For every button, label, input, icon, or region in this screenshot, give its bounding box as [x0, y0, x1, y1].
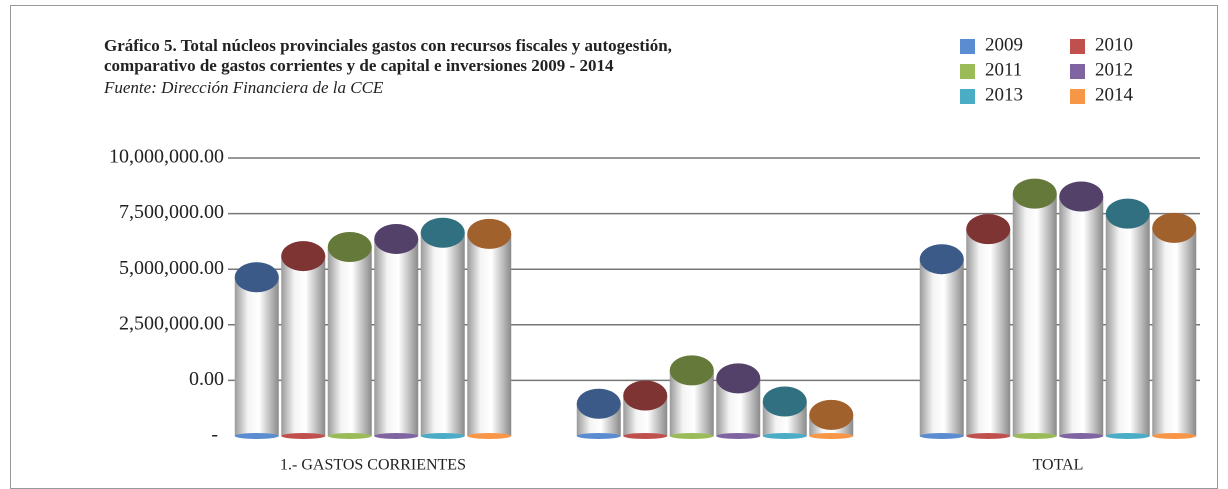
bar-top-shade	[1012, 178, 1057, 209]
bar	[966, 229, 1011, 436]
y-tick-label: 0.00	[189, 368, 224, 390]
bar	[1059, 196, 1104, 436]
y-tick-label: 5,000,000.00	[119, 257, 224, 279]
bar-top-shade	[576, 388, 621, 419]
bar	[1012, 193, 1057, 436]
chart-title: Gráfico 5. Total núcleos provinciales ga…	[104, 36, 672, 55]
bar-top-shade	[1152, 212, 1197, 243]
bar-top	[467, 218, 512, 249]
legend-label: 2014	[1095, 84, 1134, 105]
bar	[327, 246, 372, 436]
bar-top-shade	[716, 363, 761, 394]
bar-top	[919, 244, 964, 275]
legend-swatch	[1070, 64, 1085, 79]
bar-base	[1012, 433, 1057, 439]
legend-swatch	[1070, 39, 1085, 54]
bar-base	[809, 433, 854, 439]
bar	[420, 232, 465, 436]
bar-top	[716, 363, 761, 394]
bar-top	[576, 388, 621, 419]
bar-top-shade	[1105, 198, 1150, 229]
legend-swatch	[960, 39, 975, 54]
bar-top-shade	[281, 241, 326, 272]
x-tick-label: 1.- GASTOS CORRIENTES	[280, 457, 466, 474]
bar-base	[966, 433, 1011, 439]
bar-base	[374, 433, 419, 439]
bar-base	[234, 433, 279, 439]
bar-base	[623, 433, 668, 439]
bar-top-shade	[966, 214, 1011, 245]
bar-base	[467, 433, 512, 439]
legend-swatch	[960, 89, 975, 104]
legend-label: 2010	[1095, 34, 1133, 55]
bar-top	[420, 217, 465, 248]
bar	[1152, 227, 1197, 436]
bar-top-shade	[374, 223, 419, 254]
bar-top-shade	[919, 244, 964, 275]
bar-base	[919, 433, 964, 439]
bar-top	[1152, 212, 1197, 243]
y-tick-label: -	[211, 424, 218, 446]
legend-swatch	[960, 64, 975, 79]
bar-top-shade	[327, 231, 372, 262]
bar	[467, 233, 512, 436]
bar	[234, 277, 279, 436]
legend-swatch	[1070, 89, 1085, 104]
bar-top	[1105, 198, 1150, 229]
bar-top	[1059, 181, 1104, 212]
bar-base	[327, 433, 372, 439]
bar-base	[1105, 433, 1150, 439]
chart-subtitle: comparativo de gastos corrientes y de ca…	[104, 56, 614, 75]
bar-base	[716, 433, 761, 439]
bar-base	[1059, 433, 1104, 439]
bar-base	[576, 433, 621, 439]
chart-source: Fuente: Dirección Financiera de la CCE	[103, 78, 384, 97]
bar-base	[281, 433, 326, 439]
y-tick-label: 7,500,000.00	[119, 201, 224, 223]
bar-top	[1012, 178, 1057, 209]
legend-label: 2012	[1095, 59, 1133, 80]
bar-top-shade	[809, 399, 854, 430]
bar-top	[809, 399, 854, 430]
bar	[374, 238, 419, 436]
legend-label: 2013	[985, 84, 1023, 105]
bar-top	[966, 214, 1011, 245]
bar-base	[762, 433, 807, 439]
bar-top	[623, 380, 668, 411]
bar-top	[327, 231, 372, 262]
bar-top-shade	[669, 355, 714, 386]
bar-top	[281, 241, 326, 272]
bar	[281, 256, 326, 436]
bar-top-shade	[467, 218, 512, 249]
bar-top	[762, 386, 807, 417]
bar-top-shade	[420, 217, 465, 248]
bar-top	[234, 262, 279, 293]
bar	[919, 259, 964, 436]
x-tick-label: TOTAL	[1033, 457, 1084, 474]
bar-top-shade	[762, 386, 807, 417]
y-tick-label: 2,500,000.00	[119, 312, 224, 334]
bar-top-shade	[1059, 181, 1104, 212]
bar-base	[1152, 433, 1197, 439]
bar	[1105, 213, 1150, 436]
bar-base	[669, 433, 714, 439]
y-tick-label: 10,000,000.00	[109, 146, 224, 168]
bar-top	[374, 223, 419, 254]
bar-top	[669, 355, 714, 386]
legend-label: 2011	[985, 59, 1022, 80]
bar-top-shade	[234, 262, 279, 293]
bar-base	[420, 433, 465, 439]
legend-label: 2009	[985, 34, 1023, 55]
bar-top-shade	[623, 380, 668, 411]
